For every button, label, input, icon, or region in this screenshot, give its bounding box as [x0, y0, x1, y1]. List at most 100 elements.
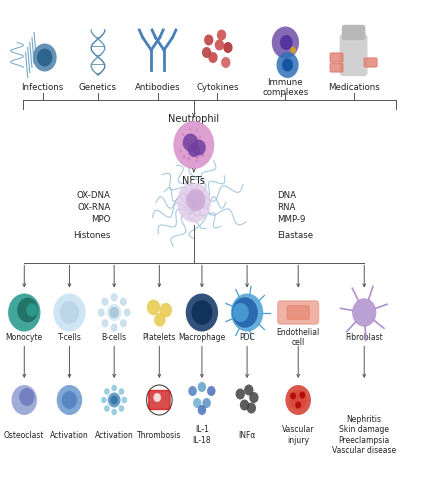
- Circle shape: [111, 293, 118, 302]
- Circle shape: [109, 307, 119, 318]
- Circle shape: [37, 48, 52, 66]
- Circle shape: [191, 300, 213, 325]
- Circle shape: [236, 388, 245, 400]
- Circle shape: [217, 30, 226, 40]
- Circle shape: [186, 294, 218, 332]
- Circle shape: [57, 385, 82, 415]
- Circle shape: [223, 42, 233, 53]
- Circle shape: [26, 304, 37, 316]
- Circle shape: [187, 189, 205, 211]
- Circle shape: [202, 148, 205, 152]
- Circle shape: [107, 304, 121, 321]
- Circle shape: [282, 58, 293, 71]
- Circle shape: [17, 298, 38, 322]
- FancyBboxPatch shape: [340, 34, 367, 76]
- Circle shape: [196, 155, 199, 158]
- Circle shape: [19, 388, 35, 406]
- Text: NETs: NETs: [182, 176, 205, 186]
- Text: RNA: RNA: [277, 203, 295, 212]
- Text: Activation: Activation: [50, 430, 89, 440]
- Text: MMP-9: MMP-9: [277, 216, 305, 224]
- Circle shape: [295, 402, 301, 408]
- Text: Immune
complexes: Immune complexes: [262, 78, 308, 97]
- Circle shape: [231, 294, 263, 332]
- Circle shape: [299, 392, 305, 398]
- Text: OX-DNA: OX-DNA: [77, 190, 111, 200]
- Circle shape: [8, 294, 40, 332]
- Circle shape: [60, 301, 79, 324]
- Circle shape: [153, 393, 161, 402]
- Circle shape: [193, 398, 201, 408]
- Circle shape: [249, 392, 259, 403]
- Circle shape: [221, 57, 230, 68]
- Circle shape: [121, 396, 127, 404]
- Circle shape: [120, 319, 127, 328]
- Circle shape: [247, 402, 256, 413]
- Circle shape: [108, 392, 121, 407]
- Text: Infections: Infections: [21, 83, 64, 92]
- Circle shape: [195, 160, 198, 162]
- Circle shape: [98, 308, 105, 316]
- Circle shape: [188, 157, 191, 160]
- Text: PDC: PDC: [239, 333, 255, 342]
- Text: Histones: Histones: [73, 230, 111, 239]
- Circle shape: [186, 142, 189, 145]
- Text: OX-RNA: OX-RNA: [78, 203, 111, 212]
- Text: Cytokines: Cytokines: [196, 83, 239, 92]
- Circle shape: [173, 121, 214, 169]
- Circle shape: [189, 128, 191, 130]
- Text: Nephritis
Skin damage
Preeclampsia
Vascular disease: Nephritis Skin damage Preeclampsia Vascu…: [332, 415, 396, 455]
- Text: Medications: Medications: [328, 83, 380, 92]
- Circle shape: [160, 303, 172, 318]
- Circle shape: [154, 313, 166, 326]
- Circle shape: [196, 128, 198, 132]
- Circle shape: [280, 35, 293, 50]
- Text: Genetics: Genetics: [79, 83, 117, 92]
- Text: Platelets: Platelets: [143, 333, 176, 342]
- Circle shape: [179, 150, 181, 152]
- Circle shape: [124, 308, 131, 316]
- Circle shape: [244, 384, 253, 396]
- Circle shape: [101, 396, 107, 404]
- Circle shape: [204, 34, 213, 46]
- Circle shape: [290, 46, 296, 54]
- Text: INFα: INFα: [239, 430, 256, 440]
- Circle shape: [104, 405, 110, 412]
- Circle shape: [118, 388, 124, 395]
- Circle shape: [199, 140, 202, 143]
- Circle shape: [192, 140, 206, 156]
- FancyBboxPatch shape: [330, 63, 343, 72]
- Circle shape: [147, 300, 160, 315]
- Circle shape: [186, 148, 189, 151]
- Circle shape: [111, 384, 117, 392]
- Circle shape: [185, 138, 188, 141]
- Circle shape: [290, 390, 307, 410]
- FancyBboxPatch shape: [287, 306, 309, 320]
- FancyBboxPatch shape: [278, 301, 319, 324]
- Circle shape: [240, 400, 249, 410]
- Text: Endothelial
cell: Endothelial cell: [276, 328, 320, 347]
- Circle shape: [272, 26, 299, 58]
- FancyBboxPatch shape: [343, 26, 365, 40]
- Text: Activation: Activation: [95, 430, 133, 440]
- Circle shape: [215, 40, 224, 50]
- Circle shape: [202, 398, 211, 408]
- Circle shape: [232, 298, 258, 328]
- Circle shape: [196, 136, 198, 139]
- Text: IL-1
IL-18: IL-1 IL-18: [193, 426, 211, 444]
- Text: Neutrophil: Neutrophil: [168, 114, 219, 124]
- Circle shape: [198, 405, 206, 415]
- Circle shape: [208, 52, 218, 63]
- Circle shape: [207, 386, 216, 396]
- Circle shape: [33, 44, 57, 72]
- Circle shape: [111, 324, 118, 332]
- Text: T-cells: T-cells: [58, 333, 81, 342]
- Circle shape: [198, 382, 206, 392]
- Circle shape: [201, 154, 203, 157]
- Text: Osteoclast: Osteoclast: [4, 430, 45, 440]
- Circle shape: [196, 156, 199, 159]
- Text: Elastase: Elastase: [277, 230, 313, 239]
- Text: B-cells: B-cells: [102, 333, 127, 342]
- Circle shape: [62, 391, 77, 409]
- Circle shape: [187, 143, 190, 146]
